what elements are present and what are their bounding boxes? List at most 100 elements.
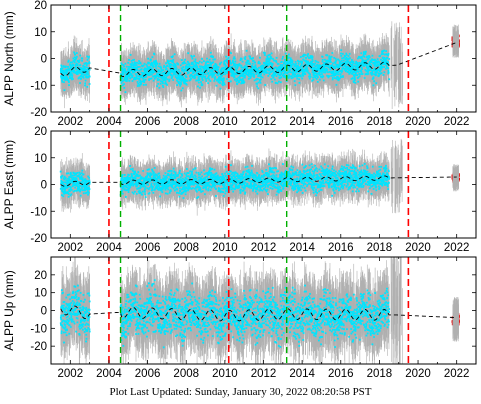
observation-point: [172, 58, 175, 61]
observation-point: [138, 65, 141, 68]
observation-point: [180, 67, 183, 70]
observation-point: [313, 68, 315, 71]
observation-point: [157, 65, 160, 68]
observation-point: [238, 63, 241, 66]
observation-point: [260, 75, 263, 78]
observation-point: [161, 84, 164, 87]
observation-point: [370, 63, 372, 66]
observation-point: [287, 76, 290, 79]
observation-point: [80, 67, 83, 70]
observation-point: [266, 64, 269, 67]
observation-point: [350, 78, 353, 80]
observation-point: [187, 52, 190, 55]
observation-point: [269, 53, 271, 56]
observation-point: [280, 71, 283, 73]
observation-point: [246, 69, 249, 71]
observation-point: [152, 66, 155, 68]
observation-point: [223, 83, 226, 86]
observation-point: [335, 77, 338, 80]
observation-point: [169, 59, 172, 62]
observation-point: [151, 68, 154, 71]
observation-point: [353, 65, 356, 68]
observation-point: [170, 77, 173, 80]
observation-point: [224, 66, 227, 68]
observation-point: [281, 57, 284, 60]
observation-point: [324, 71, 327, 74]
observation-point: [201, 84, 204, 86]
observation-point: [234, 60, 237, 63]
observation-point: [71, 61, 73, 64]
observation-point: [234, 65, 236, 68]
observation-point: [344, 55, 346, 58]
observation-point: [275, 60, 278, 62]
observation-point: [291, 69, 294, 71]
observation-point: [313, 74, 316, 77]
plot-area: [59, 21, 460, 109]
observation-point: [270, 67, 272, 70]
observation-point: [244, 58, 247, 60]
observation-point: [62, 70, 65, 72]
observation-point: [272, 57, 274, 60]
observation-point: [367, 70, 370, 73]
observation-point: [195, 72, 198, 75]
observation-point: [280, 72, 283, 75]
observation-point: [75, 62, 78, 65]
observation-point: [253, 68, 256, 70]
observation-point: [171, 69, 174, 71]
observation-point: [128, 80, 131, 82]
observation-point: [245, 68, 248, 71]
observation-point: [265, 58, 268, 61]
observation-point: [62, 71, 65, 74]
observation-point: [127, 73, 130, 75]
observation-point: [154, 76, 157, 79]
observation-point: [79, 71, 82, 73]
observation-point: [151, 62, 154, 65]
observation-point: [364, 50, 367, 53]
observation-point: [368, 69, 370, 72]
observation-point: [82, 76, 85, 79]
observation-point: [311, 71, 314, 74]
observation-point: [348, 52, 351, 55]
observation-point: [310, 66, 313, 68]
observation-point: [371, 73, 373, 76]
observation-point: [304, 67, 307, 70]
observation-point: [360, 71, 363, 74]
observation-point: [146, 67, 149, 69]
observation-point: [226, 69, 229, 72]
observation-point: [66, 77, 69, 79]
observation-point: [357, 70, 360, 73]
observation-point: [78, 71, 81, 73]
observation-point: [178, 73, 181, 76]
observation-point: [342, 67, 345, 69]
observation-point: [209, 66, 211, 68]
observation-point: [223, 77, 225, 80]
observation-point: [213, 73, 215, 76]
observation-point: [324, 69, 327, 72]
observation-point: [235, 63, 238, 66]
observation-point: [183, 68, 186, 71]
observation-point: [353, 75, 356, 78]
observation-point: [152, 69, 155, 72]
observation-point: [66, 68, 69, 71]
observation-point: [289, 69, 291, 71]
observation-point: [306, 67, 308, 70]
observation-point: [314, 68, 317, 70]
observation-point: [334, 60, 337, 63]
observation-point: [202, 66, 205, 68]
observation-point: [281, 60, 283, 63]
observation-point: [126, 78, 129, 81]
observation-point: [194, 76, 197, 79]
observation-point: [267, 57, 270, 60]
observation-point: [172, 61, 175, 64]
observation-point: [240, 74, 243, 77]
observation-point: [87, 56, 90, 59]
observation-point: [347, 71, 350, 73]
observation-point: [270, 74, 273, 77]
observation-point: [276, 82, 279, 85]
observation-point: [260, 73, 262, 76]
observation-point: [172, 71, 175, 74]
observation-point: [86, 85, 89, 88]
observation-point: [156, 79, 159, 82]
observation-point: [306, 60, 308, 63]
observation-point: [172, 79, 175, 81]
